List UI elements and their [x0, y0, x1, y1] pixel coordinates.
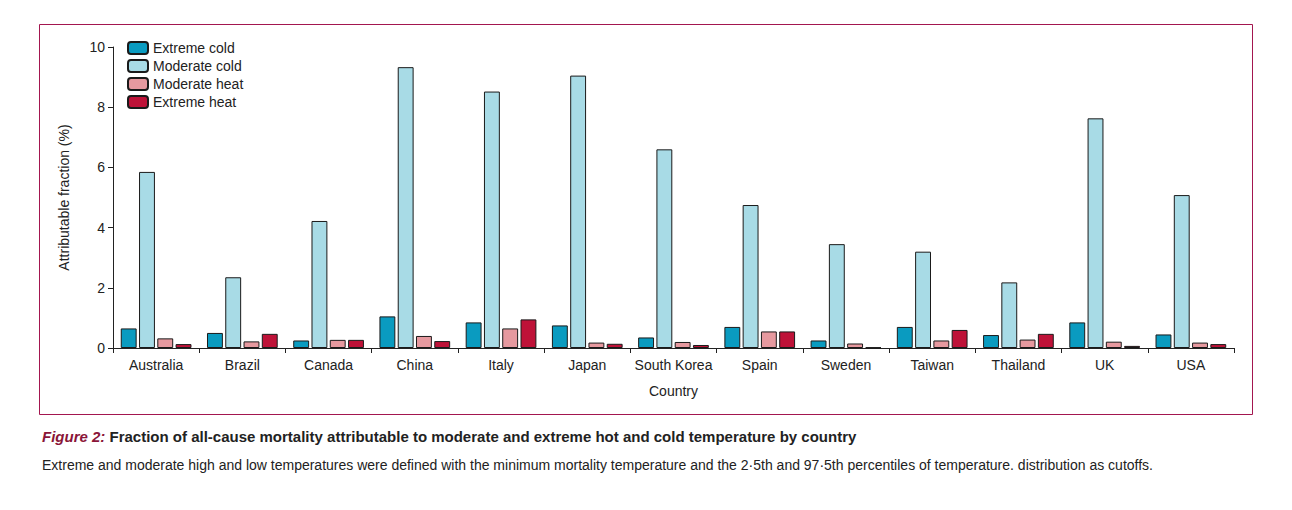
- svg-text:8: 8: [97, 99, 105, 115]
- svg-text:Spain: Spain: [742, 357, 778, 373]
- svg-text:Thailand: Thailand: [992, 357, 1046, 373]
- svg-text:South Korea: South Korea: [635, 357, 713, 373]
- svg-text:0: 0: [97, 340, 105, 356]
- svg-text:Italy: Italy: [488, 357, 514, 373]
- svg-text:Canada: Canada: [304, 357, 353, 373]
- svg-text:USA: USA: [1176, 357, 1205, 373]
- svg-text:Country: Country: [649, 383, 698, 399]
- svg-text:Sweden: Sweden: [821, 357, 872, 373]
- svg-text:China: China: [397, 357, 434, 373]
- svg-text:2: 2: [97, 280, 105, 296]
- svg-text:UK: UK: [1095, 357, 1115, 373]
- svg-text:Taiwan: Taiwan: [910, 357, 954, 373]
- svg-text:6: 6: [97, 159, 105, 175]
- svg-text:Figure 2:: Figure 2:: [42, 428, 105, 445]
- svg-text:Japan: Japan: [568, 357, 606, 373]
- svg-text:Extreme heat: Extreme heat: [153, 94, 236, 110]
- svg-text:Fraction of all-cause mortalit: Fraction of all-cause mortality attribut…: [105, 428, 857, 445]
- svg-text:Attributable fraction (%): Attributable fraction (%): [56, 124, 72, 270]
- svg-text:Australia: Australia: [129, 357, 184, 373]
- svg-text:4: 4: [97, 220, 105, 236]
- svg-text:Brazil: Brazil: [225, 357, 260, 373]
- svg-text:Moderate cold: Moderate cold: [153, 58, 242, 74]
- svg-text:Extreme and moderate high and: Extreme and moderate high and low temper…: [42, 457, 1153, 473]
- svg-text:Moderate heat: Moderate heat: [153, 76, 243, 92]
- svg-text:10: 10: [89, 39, 105, 55]
- svg-text:Extreme cold: Extreme cold: [153, 40, 235, 56]
